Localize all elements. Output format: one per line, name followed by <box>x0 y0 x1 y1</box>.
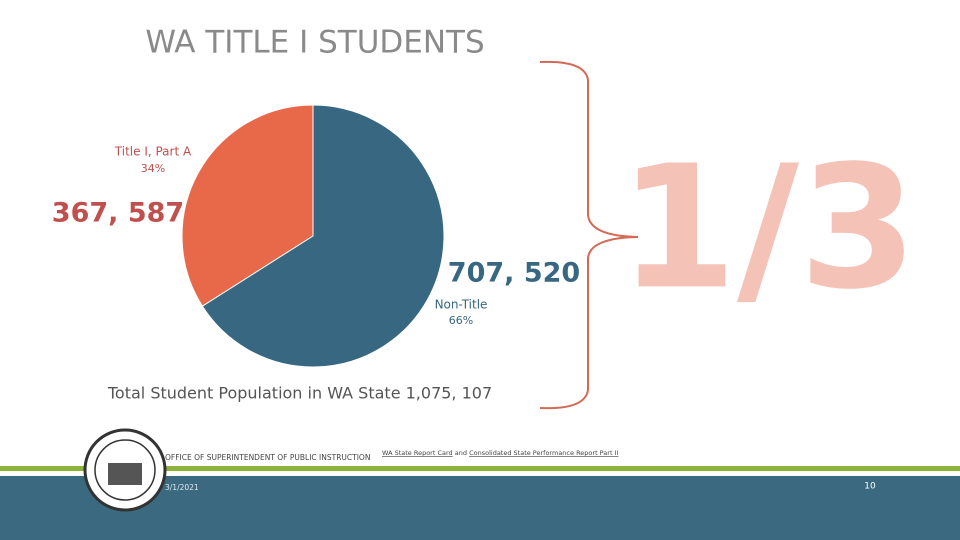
pie-slice <box>201 104 445 368</box>
footer-rule <box>0 466 960 471</box>
seal-ring <box>94 439 156 501</box>
source-link[interactable]: Consolidated State Performance Report Pa… <box>469 449 618 457</box>
source-link[interactable]: WA State Report Card <box>382 449 453 457</box>
slice-label: Non-Title <box>435 298 488 312</box>
slice-count: 707, 520 <box>448 258 580 289</box>
slice-percent: 34% <box>141 162 165 175</box>
slice-count: 367, 587 <box>52 198 184 229</box>
pie <box>181 104 445 368</box>
footer-office: OFFICE OF SUPERINTENDENT OF PUBLIC INSTR… <box>165 453 370 462</box>
brace <box>539 60 639 410</box>
slice-label: Title I, Part A <box>114 145 192 159</box>
pie-slice <box>181 104 314 307</box>
footer-source: WA State Report Card and Consolidated St… <box>382 449 618 457</box>
footer-date: 3/1/2021 <box>165 483 199 492</box>
total-label: Total Student Population in WA State 1,0… <box>107 384 492 403</box>
chart-title: WA TITLE I STUDENTS <box>145 25 484 61</box>
source-joiner: and <box>455 449 467 457</box>
seal-building <box>108 463 142 485</box>
slice-percent: 66% <box>449 314 473 327</box>
callout: 1/3 <box>619 129 918 327</box>
page-number: 10 <box>864 482 876 492</box>
